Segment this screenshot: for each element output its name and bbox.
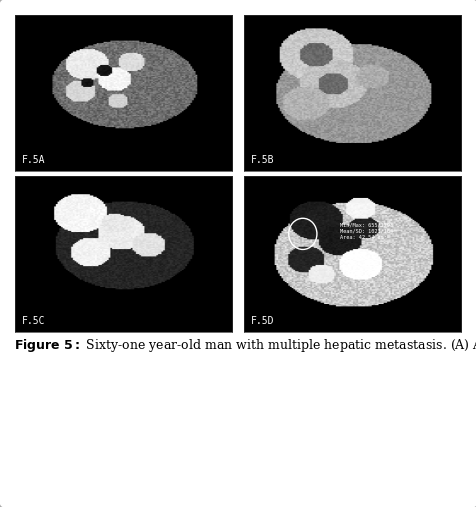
Text: F.5C: F.5C <box>22 316 45 326</box>
Text: F.5A: F.5A <box>22 155 45 165</box>
Text: Min/Max: 655/1793
Mean/SD: 1023/164
Area: 42.54 cm²: Min/Max: 655/1793 Mean/SD: 1023/164 Area… <box>339 222 392 239</box>
Text: F.5D: F.5D <box>250 316 274 326</box>
Text: $\mathbf{Figure\ 5:}$ Sixty-one year-old man with multiple hepatic metastasis. (: $\mathbf{Figure\ 5:}$ Sixty-one year-old… <box>14 336 476 356</box>
Text: F.5B: F.5B <box>250 155 274 165</box>
